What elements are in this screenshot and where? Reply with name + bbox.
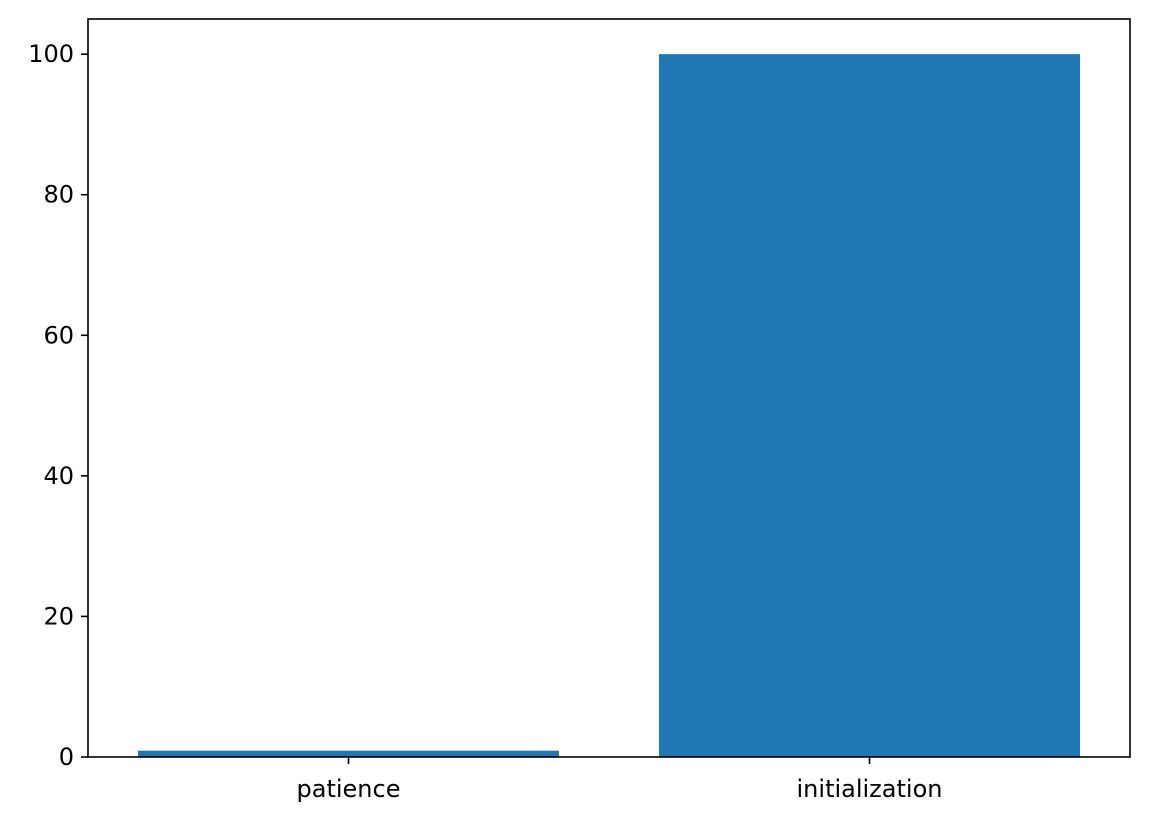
y-tick-label: 80 (43, 181, 74, 209)
x-tick-label: initialization (797, 775, 943, 803)
y-tick-label: 60 (43, 321, 74, 349)
y-axis: 0 20 40 60 80 100 (28, 40, 88, 771)
y-tick-label: 0 (59, 743, 74, 771)
x-tick-label: patience (297, 775, 401, 803)
y-tick-label: 40 (43, 462, 74, 490)
plot-frame (87, 18, 1131, 758)
bar-patience (138, 750, 559, 757)
bars-layer (138, 54, 1080, 757)
y-tick-label: 20 (43, 602, 74, 630)
x-axis: patience initialization (297, 757, 943, 803)
bar-initialization (659, 54, 1080, 757)
y-tick-label: 100 (28, 40, 74, 68)
